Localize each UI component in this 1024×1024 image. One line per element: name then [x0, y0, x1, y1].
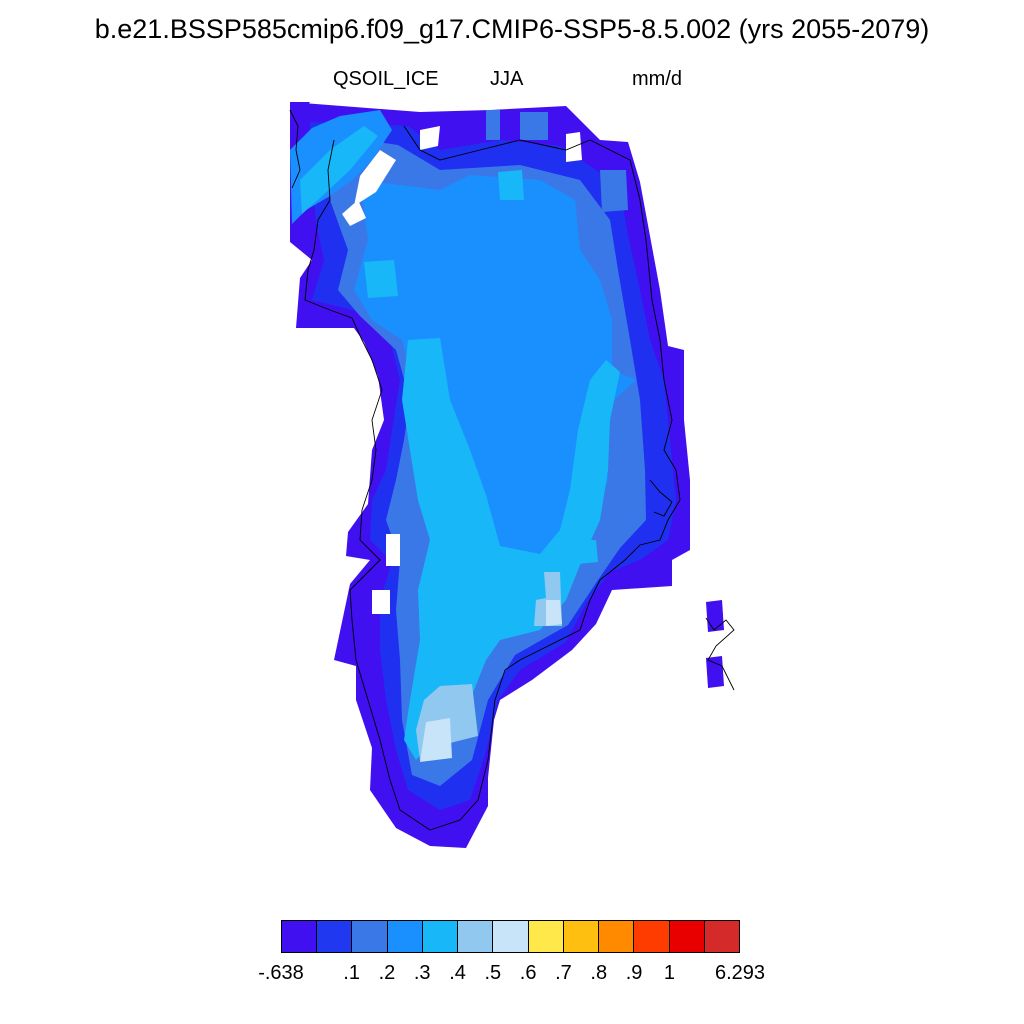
gap [354, 150, 396, 206]
plot-title: b.e21.BSSP585cmip6.f09_g17.CMIP6-SSP5-8.… [94, 14, 930, 44]
gap [342, 200, 366, 226]
colorbar-label: -.638 [258, 962, 304, 984]
units-label: mm/d [632, 68, 682, 90]
coast-strip-cells [520, 112, 548, 140]
colorbar-swatch [282, 921, 318, 952]
colorbar-swatch [634, 921, 670, 952]
colorbar-swatch [669, 921, 705, 952]
colorbar-label: .9 [625, 962, 643, 984]
colorbar-label: .8 [590, 962, 608, 984]
variable-label: QSOIL_ICE [333, 68, 439, 90]
interior-cells [364, 260, 398, 298]
colorbar-label: 6.293 [714, 962, 766, 984]
gap [372, 590, 390, 614]
coastline-path [289, 109, 301, 189]
interior-cells [578, 540, 598, 564]
light-cells [420, 718, 452, 762]
nw-fragment-cells [300, 126, 378, 214]
colorbar-label: .6 [519, 962, 537, 984]
coast-strip-cells [600, 170, 628, 212]
field-cells [290, 102, 724, 848]
colorbar-label: .4 [449, 962, 466, 984]
coastline-path [705, 617, 735, 691]
colorbar-swatch [493, 921, 529, 952]
coastline [289, 109, 735, 831]
season-label: JJA [490, 68, 524, 90]
colorbar [281, 920, 740, 953]
island-cells [706, 656, 724, 688]
coastline-path [304, 125, 681, 831]
colorbar-label: .5 [484, 962, 502, 984]
colorbar-swatch [317, 921, 353, 952]
colorbar-label: .7 [555, 962, 572, 984]
interior-cells [402, 338, 620, 760]
interior-cells [498, 170, 524, 200]
light-cells [546, 600, 562, 626]
interior-cells [354, 175, 636, 555]
colorbar-swatch [704, 921, 740, 952]
colorbar-label: .2 [378, 962, 396, 984]
colorbar-swatch [387, 921, 423, 952]
colorbar-label: .3 [413, 962, 431, 984]
colorbar-swatch [599, 921, 635, 952]
island-cells [706, 600, 724, 632]
coastline-path [649, 479, 673, 517]
colorbar-swatch [422, 921, 459, 952]
gap [420, 126, 440, 150]
colorbar-swatch [528, 921, 564, 952]
colorbar-swatch [563, 921, 600, 952]
colorbar-swatch [458, 921, 494, 952]
colorbar-swatch [352, 921, 388, 952]
colorbar-label: 1 [663, 962, 675, 984]
coast-strip-cells [486, 110, 500, 140]
gap [386, 534, 400, 566]
colorbar-label: .1 [343, 962, 360, 984]
